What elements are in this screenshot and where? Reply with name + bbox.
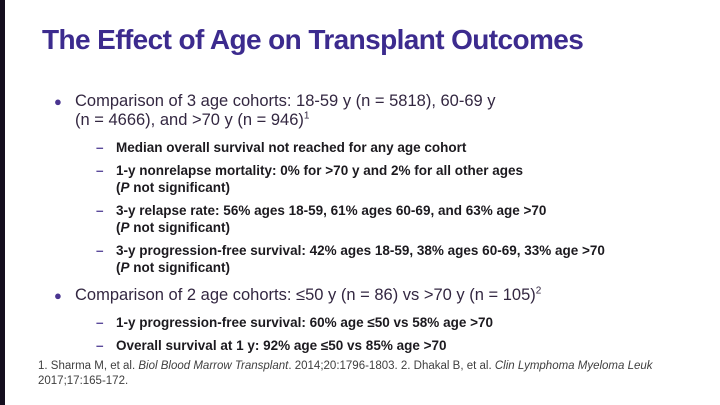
footnote-references: 1. Sharma M, et al. Biol Blood Marrow Tr… <box>38 359 700 388</box>
p-symbol: P <box>120 180 130 195</box>
note-open: ( <box>116 220 121 235</box>
dash-icon: – <box>96 163 104 178</box>
footnote-text: 1. Sharma M, et al. <box>38 360 139 372</box>
journal-name-1: Biol Blood Marrow Transplant <box>138 360 289 372</box>
left-border-bar <box>0 0 5 405</box>
bullet-item-cohorts-3: ● Comparison of 3 age cohorts: 18-59 y (… <box>0 92 720 130</box>
footnote-text: 2017;17:165-172. <box>38 374 129 387</box>
bullet-item-cohorts-2: ● Comparison of 2 age cohorts: ≤50 y (n … <box>0 286 720 305</box>
sub-bullet-text: 1-y nonrelapse mortality: 0% for >70 y a… <box>116 162 523 196</box>
sub-bullet-line: 3-y relapse rate: 56% ages 18-59, 61% ag… <box>116 203 547 218</box>
sub-bullet-text: Overall survival at 1 y: 92% age ≤50 vs … <box>116 338 447 353</box>
sub-bullet-text: Median overall survival not reached for … <box>116 140 467 155</box>
dash-icon: – <box>96 243 104 258</box>
dash-icon: – <box>96 140 104 155</box>
sub-bullet-pfs-3y: – 3-y progression-free survival: 42% age… <box>0 242 720 276</box>
bullet-text: Comparison of 3 age cohorts: 18-59 y (n … <box>75 92 496 130</box>
p-symbol: P <box>120 260 130 275</box>
dash-icon: – <box>96 315 104 330</box>
slide-title: The Effect of Age on Transplant Outcomes <box>42 24 584 55</box>
bullet-text: Comparison of 2 age cohorts: ≤50 y (n = … <box>75 286 541 305</box>
sub-bullet-os-1y: – Overall survival at 1 y: 92% age ≤50 v… <box>0 337 720 354</box>
dash-icon: – <box>96 338 104 353</box>
bullet-dot-icon: ● <box>54 94 62 109</box>
slide-body: ● Comparison of 3 age cohorts: 18-59 y (… <box>0 92 720 360</box>
note-open: ( <box>116 180 121 195</box>
sub-bullet-line: 3-y progression-free survival: 42% ages … <box>116 243 605 258</box>
note-rest: not significant) <box>129 180 231 195</box>
p-symbol: P <box>120 220 130 235</box>
journal-name-2: Clin Lymphoma Myeloma Leuk <box>494 360 653 372</box>
p-value-note: (P not significant) <box>116 219 546 236</box>
sub-bullet-text: 3-y relapse rate: 56% ages 18-59, 61% ag… <box>116 202 546 236</box>
bullet-line-2-text: (n = 4666), and >70 y (n = 946) <box>75 111 304 129</box>
dash-icon: – <box>96 203 104 218</box>
note-rest: not significant) <box>129 220 231 235</box>
bullet-line-1-text: Comparison of 2 age cohorts: ≤50 y (n = … <box>75 286 536 304</box>
citation-ref-1: 1 <box>303 110 310 122</box>
footnote-text: . 2014;20:1796-1803. 2. Dhakal B, et al. <box>288 360 495 372</box>
sub-bullet-relapse-rate: – 3-y relapse rate: 56% ages 18-59, 61% … <box>0 202 720 236</box>
note-open: ( <box>116 260 121 275</box>
sub-bullet-text: 3-y progression-free survival: 42% ages … <box>116 242 605 276</box>
bullet-line-2: (n = 4666), and >70 y (n = 946)1 <box>75 111 496 130</box>
p-value-note: (P not significant) <box>116 259 605 276</box>
bullet-line-1: Comparison of 3 age cohorts: 18-59 y (n … <box>75 92 496 110</box>
sub-bullet-text: 1-y progression-free survival: 60% age ≤… <box>116 315 493 330</box>
sub-bullet-pfs-1y: – 1-y progression-free survival: 60% age… <box>0 314 720 331</box>
note-rest: not significant) <box>129 260 231 275</box>
bullet-dot-icon: ● <box>54 288 62 303</box>
sub-bullet-line: 1-y nonrelapse mortality: 0% for >70 y a… <box>116 163 524 178</box>
citation-ref-2: 2 <box>535 285 542 297</box>
p-value-note: (P not significant) <box>116 179 523 196</box>
sub-bullet-nrm: – 1-y nonrelapse mortality: 0% for >70 y… <box>0 162 720 196</box>
sub-bullet-median-os: – Median overall survival not reached fo… <box>0 139 720 156</box>
